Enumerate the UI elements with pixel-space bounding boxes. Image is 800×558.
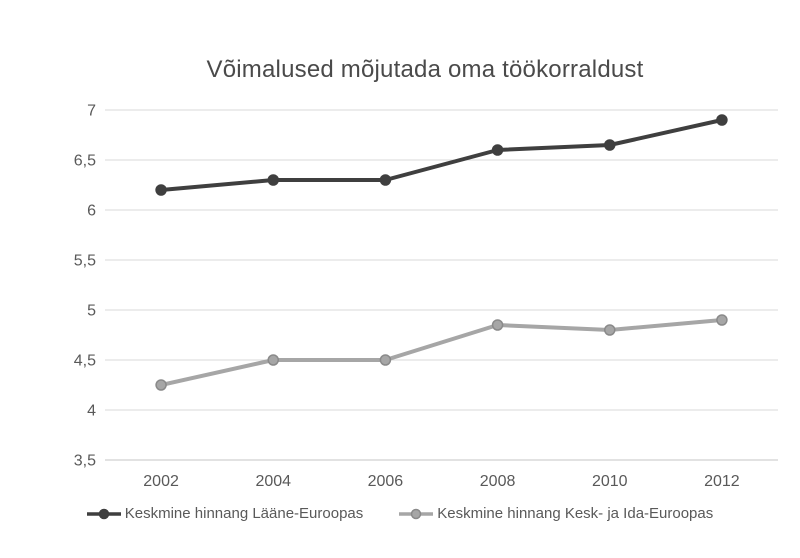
- data-point-marker: [379, 174, 392, 186]
- series-line-0: [159, 118, 724, 192]
- series-line-1: [159, 318, 724, 387]
- y-axis-tick-label: 5: [87, 303, 96, 320]
- data-point-marker: [491, 319, 504, 331]
- legend-item-west: Keskmine hinnang Lääne-Euroopas: [86, 505, 364, 522]
- y-axis-tick-label: 4,5: [74, 353, 96, 370]
- legend-label-cee: Keskmine hinnang Kesk- ja Ida-Euroopas: [437, 505, 714, 522]
- data-point-marker: [716, 114, 728, 126]
- legend-marker-west-icon: [86, 508, 121, 519]
- x-axis-tick-label: 2012: [704, 473, 740, 490]
- y-axis-tick-label: 4: [87, 403, 96, 420]
- y-axis-tick-label: 6,5: [74, 153, 96, 170]
- legend-marker-cee-icon: [399, 508, 434, 519]
- data-point-marker: [155, 379, 167, 391]
- data-point-marker: [267, 354, 279, 366]
- x-axis-tick-label: 2006: [368, 473, 404, 490]
- x-axis-tick-label: 2008: [480, 473, 516, 490]
- legend-item-cee: Keskmine hinnang Kesk- ja Ida-Euroopas: [399, 505, 713, 522]
- x-axis-tick-label: 2004: [255, 473, 291, 490]
- y-axis-tick-label: 3,5: [74, 453, 96, 470]
- chart-legend: Keskmine hinnang Lääne-Euroopas Keskmine…: [0, 505, 800, 522]
- data-point-marker: [604, 324, 616, 336]
- legend-label-west: Keskmine hinnang Lääne-Euroopas: [124, 505, 364, 522]
- x-axis-tick-label: 2010: [592, 473, 628, 490]
- data-point-marker: [604, 139, 616, 151]
- y-axis-tick-label: 7: [87, 103, 96, 120]
- y-axis-tick-label: 6: [87, 203, 96, 220]
- data-point-marker: [716, 314, 728, 326]
- data-point-marker: [379, 354, 392, 366]
- data-point-marker: [267, 174, 279, 186]
- y-axis-tick-label: 5,5: [74, 253, 96, 270]
- data-point-marker: [491, 144, 504, 156]
- chart-title: Võimalused mõjutada oma töökorraldust: [206, 56, 644, 83]
- x-axis-tick-label: 2002: [143, 473, 179, 490]
- data-point-marker: [155, 184, 167, 196]
